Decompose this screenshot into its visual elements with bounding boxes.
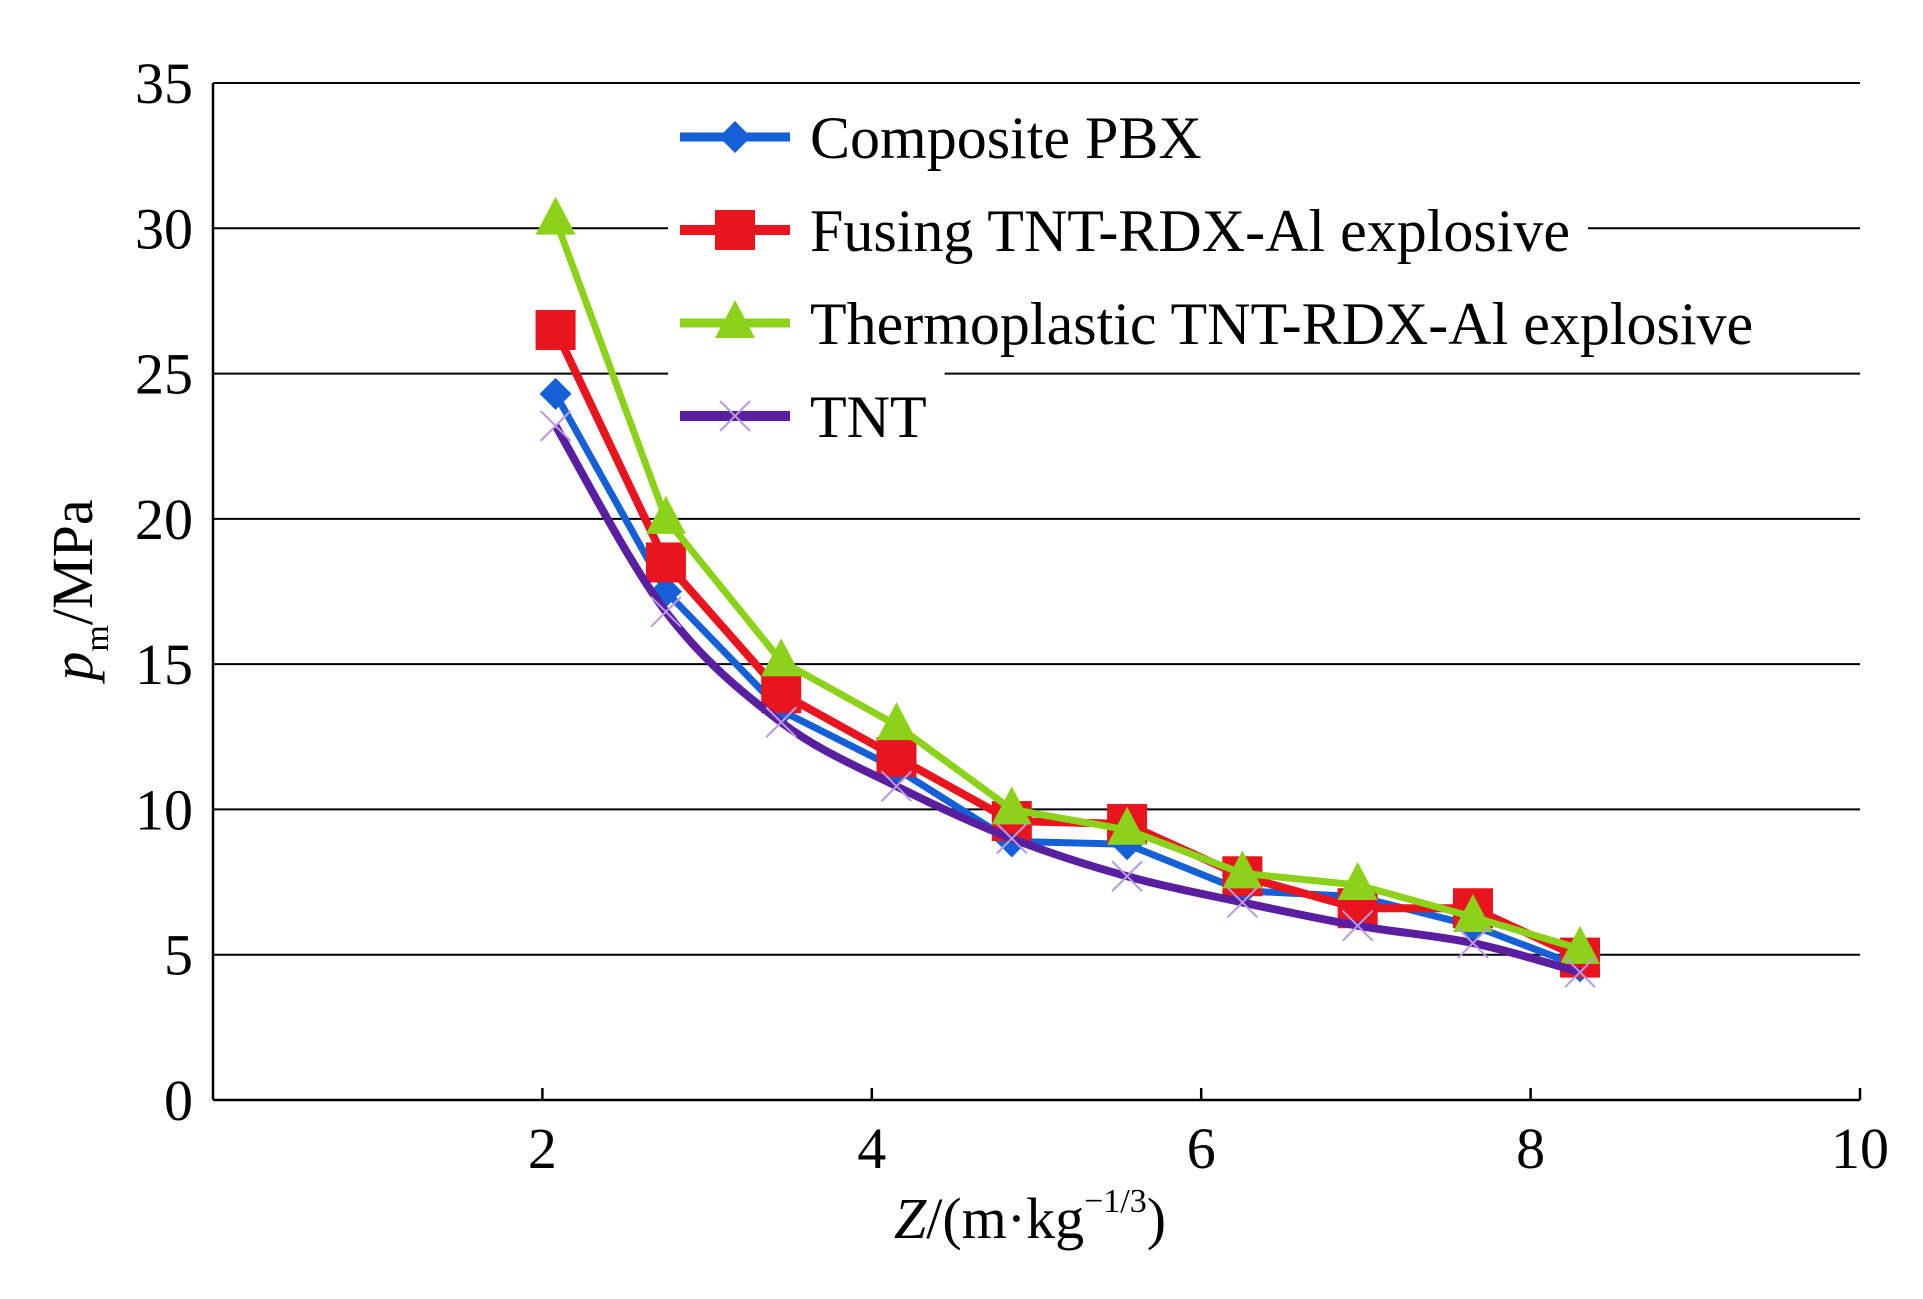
y-tick-label-0: 0	[164, 1068, 193, 1133]
data-point-2-4	[991, 786, 1032, 825]
y-axis-title-subscript: m	[79, 625, 116, 651]
data-point-2-3	[876, 702, 917, 741]
x-axis-title-unit: /(m·kg	[926, 1186, 1084, 1251]
data-point-0-0	[539, 377, 572, 410]
legend-marker-2	[715, 300, 755, 338]
data-point-2-2	[761, 638, 802, 677]
data-point-3-1	[650, 596, 682, 628]
y-tick-label-15: 15	[135, 632, 193, 697]
series-0	[539, 377, 1597, 983]
legend-label-3: TNT	[810, 384, 927, 450]
legend-label-1: Fusing TNT-RDX-Al explosive	[810, 198, 1570, 264]
legend-item-2: Thermoplastic TNT-RDX-Al explosive	[668, 279, 1772, 367]
data-point-3-9	[1564, 956, 1596, 988]
y-tick-label-25: 25	[135, 342, 193, 407]
x-tick-label-4: 4	[857, 1116, 886, 1181]
x-tick-label-6: 6	[1187, 1116, 1216, 1181]
y-tick-label-30: 30	[135, 196, 193, 261]
legend-item-3: TNT	[668, 372, 945, 460]
data-point-2-8	[1452, 893, 1493, 932]
data-point-2-1	[645, 495, 686, 534]
series-line-2	[552, 218, 1582, 953]
x-tick-label-2: 2	[528, 1116, 557, 1181]
series-line-3	[552, 423, 1582, 977]
legend-marker-3	[719, 400, 751, 432]
y-axis-title: pm/MPa	[40, 499, 116, 684]
series-line-0	[552, 392, 1582, 970]
data-point-2-9	[1560, 925, 1601, 964]
data-point-3-2	[765, 706, 797, 738]
legend-item-0: Composite PBX	[668, 93, 1220, 181]
legend-item-1: Fusing TNT-RDX-Al explosive	[668, 186, 1589, 274]
series-3	[539, 410, 1596, 988]
y-axis-title-symbol: p	[40, 652, 105, 685]
y-tick-label-10: 10	[135, 777, 193, 842]
legend: Composite PBX Fusing TNT-RDX-Al explosive…	[668, 93, 1772, 460]
data-point-3-0	[539, 410, 572, 442]
x-tick-label-8: 8	[1516, 1116, 1545, 1181]
legend-marker-0	[719, 121, 751, 153]
legend-label-0: Composite PBX	[810, 105, 1202, 171]
legend-backdrop-1	[668, 186, 1589, 274]
axes: 0 5 10 15 20 25 30 35 2 4 6 8 10	[135, 51, 1889, 1181]
data-point-3-3	[880, 770, 913, 802]
data-point-1-3	[876, 737, 917, 778]
data-point-3-7	[1341, 909, 1374, 942]
data-point-3-5	[1111, 860, 1143, 892]
x-tick-label-10: 10	[1831, 1116, 1889, 1181]
x-axis-title: Z/(m·kg−1/3)	[894, 1183, 1166, 1251]
data-point-3-8	[1457, 927, 1489, 959]
y-tick-label-5: 5	[164, 923, 193, 988]
data-point-2-7	[1337, 861, 1378, 900]
legend-marker-1	[715, 210, 755, 250]
data-point-2-5	[1107, 806, 1148, 845]
data-point-1-1	[645, 542, 686, 583]
x-axis-title-exponent: −1/3	[1084, 1183, 1147, 1220]
x-axis-title-symbol: Z	[894, 1186, 927, 1251]
y-tick-label-35: 35	[135, 51, 193, 116]
data-point-2-0	[535, 196, 576, 235]
legend-label-2: Thermoplastic TNT-RDX-Al explosive	[810, 291, 1753, 357]
data-point-1-0	[535, 309, 576, 350]
legend-backdrop-2	[668, 279, 1772, 367]
data-point-3-4	[996, 822, 1028, 855]
series-group	[535, 196, 1601, 988]
data-point-1-2	[761, 673, 802, 714]
data-point-3-6	[1226, 886, 1259, 919]
y-axis-title-unit: /MPa	[40, 499, 105, 625]
series-2	[535, 196, 1601, 964]
y-tick-label-20: 20	[135, 487, 193, 552]
x-axis-title-close: )	[1147, 1186, 1166, 1251]
data-point-2-6	[1222, 850, 1263, 889]
